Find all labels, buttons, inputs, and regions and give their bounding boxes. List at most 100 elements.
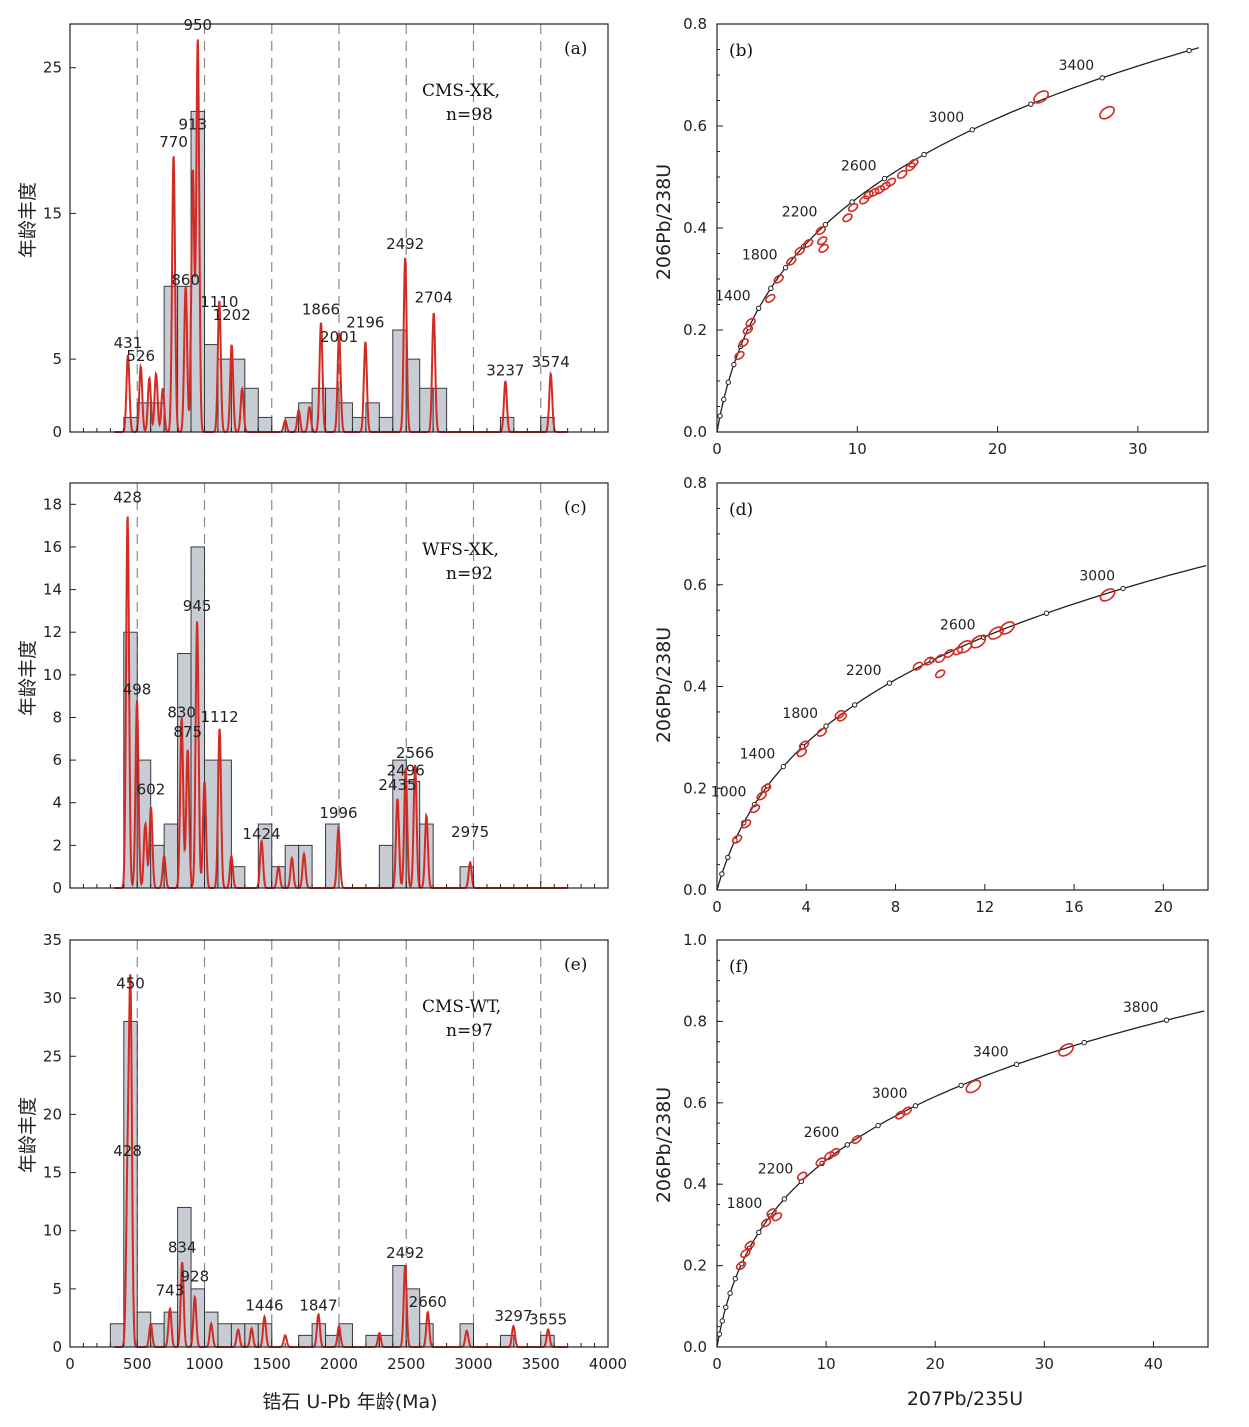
y-tick-label: 0.8 bbox=[683, 1012, 707, 1030]
peak-label: 1112 bbox=[200, 708, 238, 726]
histogram-bar bbox=[311, 1323, 327, 1348]
data-ellipse bbox=[943, 648, 955, 659]
concordia-age-marker bbox=[782, 265, 789, 271]
data-ellipse bbox=[745, 317, 756, 327]
peak-label: 2435 bbox=[378, 776, 416, 794]
peak-label: 770 bbox=[159, 133, 188, 151]
x-tick-label: 3000 bbox=[454, 1355, 492, 1373]
y-tick-label: 0.8 bbox=[683, 474, 707, 492]
concordia-age-marker bbox=[725, 379, 732, 385]
y-tick-label: 0.8 bbox=[683, 15, 707, 33]
histogram-bar bbox=[378, 844, 394, 889]
peak-label: 602 bbox=[137, 780, 166, 798]
y-tick-label: 0.0 bbox=[683, 881, 707, 899]
concordia-y-label-text: 206Pb/238U bbox=[653, 1087, 675, 1203]
data-ellipse bbox=[756, 791, 767, 801]
x-tick-label: 8 bbox=[891, 898, 901, 916]
y-tick-label: 0.6 bbox=[683, 576, 707, 594]
concordia-y-label-text: 206Pb/238U bbox=[653, 627, 675, 743]
peak-label: 875 bbox=[173, 723, 202, 741]
data-ellipse bbox=[798, 740, 810, 750]
data-ellipse bbox=[742, 325, 754, 335]
histogram-y-label-a: 年龄丰度 bbox=[17, 182, 39, 258]
x-tick-label: 2000 bbox=[320, 1355, 358, 1373]
x-tick-label: 0 bbox=[712, 440, 722, 458]
x-tick-label: 1000 bbox=[185, 1355, 223, 1373]
concordia-age-label: 1800 bbox=[727, 1196, 763, 1212]
y-tick-label: 0.0 bbox=[683, 423, 707, 441]
data-ellipse bbox=[740, 819, 752, 829]
x-tick-label: 12 bbox=[975, 898, 994, 916]
data-ellipse bbox=[1099, 588, 1116, 602]
y-tick-label: 0.2 bbox=[683, 1257, 707, 1275]
x-tick-label: 40 bbox=[1144, 1355, 1163, 1373]
concordia-age-label: 2600 bbox=[804, 1125, 840, 1141]
sample-name: CMS-XK, bbox=[422, 81, 500, 101]
peak-label: 2704 bbox=[415, 289, 453, 307]
peak-label: 526 bbox=[126, 347, 155, 365]
y-tick-label: 4 bbox=[52, 794, 62, 812]
peak-label: 743 bbox=[156, 1281, 185, 1299]
data-ellipse bbox=[868, 187, 880, 197]
peak-label: 2196 bbox=[346, 313, 384, 331]
data-ellipse bbox=[901, 1106, 913, 1116]
data-ellipse bbox=[896, 169, 908, 180]
y-tick-label: 14 bbox=[43, 581, 62, 599]
peak-label: 913 bbox=[178, 115, 207, 133]
y-tick-label: 10 bbox=[43, 666, 62, 684]
peak-label: 945 bbox=[183, 597, 212, 615]
peak-label: 860 bbox=[171, 271, 200, 289]
peak-label: 498 bbox=[123, 680, 152, 698]
peak-label: 1996 bbox=[319, 804, 357, 822]
y-tick-label: 35 bbox=[43, 931, 62, 949]
panel-b: 0.0 0.2 0.4 0.6 0.8 0 10 20 30 1400 1800 2200 2600 30… bbox=[683, 15, 1209, 458]
histogram-bar bbox=[230, 1323, 246, 1348]
histogram-bar bbox=[459, 1323, 474, 1348]
concordia-x-label: 207Pb/235U bbox=[907, 1388, 1023, 1410]
concordia-age-label: 1000 bbox=[711, 785, 747, 801]
histogram-bar bbox=[351, 416, 367, 433]
concordia-age-marker bbox=[780, 763, 786, 770]
concordia-age-marker bbox=[1186, 47, 1192, 54]
data-ellipse bbox=[874, 185, 885, 195]
x-tick-label: 10 bbox=[848, 440, 867, 458]
concordia-age-marker bbox=[781, 1196, 788, 1202]
sample-count: n=92 bbox=[446, 564, 493, 584]
data-ellipse bbox=[829, 1147, 841, 1158]
data-ellipse bbox=[842, 213, 853, 223]
concordia-age-marker bbox=[1013, 1061, 1020, 1068]
y-tick-label: 8 bbox=[52, 708, 62, 726]
y-tick-label: 6 bbox=[52, 751, 62, 769]
y-tick-label: 20 bbox=[43, 1105, 62, 1123]
histogram-bar bbox=[109, 1323, 125, 1348]
y-tick-label: 0.4 bbox=[683, 678, 707, 696]
x-tick-label: 2500 bbox=[387, 1355, 425, 1373]
concordia-age-marker bbox=[732, 1276, 739, 1282]
concordia-age-marker bbox=[1120, 585, 1126, 592]
x-tick-label: 0 bbox=[65, 1355, 75, 1373]
concordia-age-marker bbox=[727, 1290, 733, 1296]
peak-label: 428 bbox=[113, 1142, 142, 1160]
panel-e: 0 5 10 15 20 25 30 35 0 500 1000 1500 2000 2500 3000 35… bbox=[43, 931, 627, 1373]
concordia-age-marker bbox=[719, 871, 725, 877]
concordia-age-label: 3000 bbox=[929, 110, 965, 126]
concordia-age-marker bbox=[768, 285, 774, 292]
concordia-age-label: 1400 bbox=[715, 288, 751, 304]
concordia-age-marker bbox=[716, 1331, 723, 1337]
concordia-age-label: 2600 bbox=[940, 617, 976, 633]
concordia-age-marker bbox=[851, 702, 858, 708]
concordia-age-label: 3800 bbox=[1123, 1000, 1159, 1016]
peak-label: 1110 bbox=[200, 293, 238, 311]
concordia-age-label: 2600 bbox=[841, 159, 877, 175]
data-ellipse bbox=[834, 709, 845, 720]
data-ellipse bbox=[908, 158, 919, 168]
histogram-bar bbox=[378, 416, 394, 433]
concordia-age-marker bbox=[1163, 1017, 1170, 1023]
concordia-age-label: 2200 bbox=[782, 205, 818, 221]
data-ellipse bbox=[815, 225, 827, 236]
concordia-age-label: 3000 bbox=[872, 1086, 908, 1102]
concordia-age-marker bbox=[719, 1318, 725, 1324]
